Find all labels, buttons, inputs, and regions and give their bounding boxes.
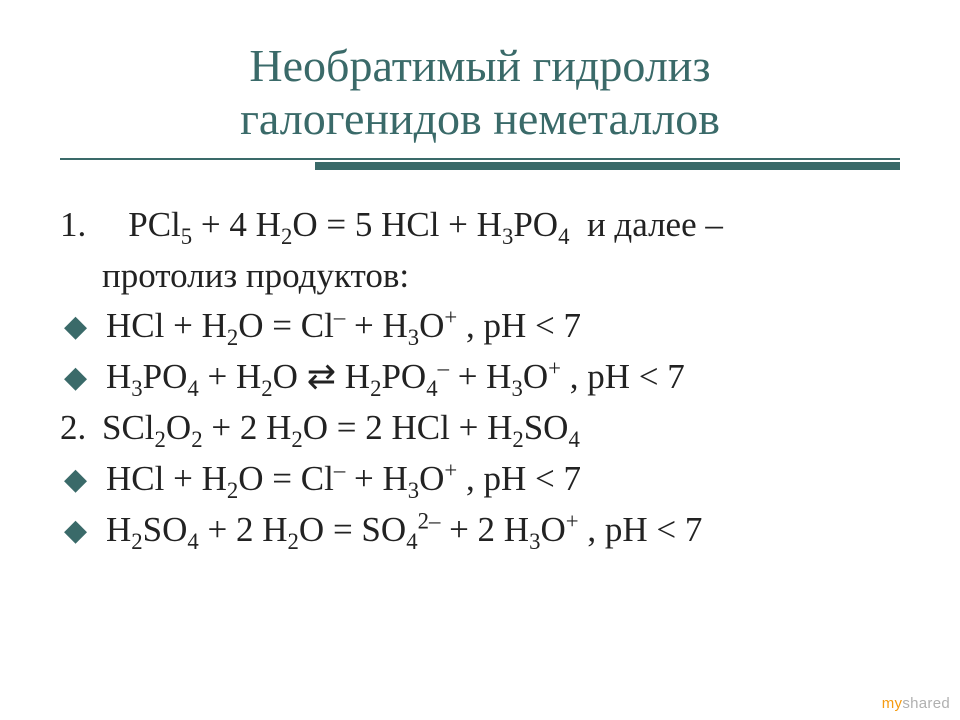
slide-body: 1. PCl5 + 4 H2O = 5 HCl + H3PO4 и далее … <box>60 200 900 556</box>
title-line-2: галогенидов неметаллов <box>60 93 900 146</box>
underline-thin <box>60 158 900 160</box>
list-content: PCl5 + 4 H2O = 5 HCl + H3PO4 и далее – <box>102 200 900 251</box>
list-marker: 1. <box>60 200 102 251</box>
list-content: SCl2O2 + 2 H2O = 2 HCl + H2SO4 <box>102 403 900 454</box>
slide-title: Необратимый гидролиз галогенидов неметал… <box>60 40 900 146</box>
bullet-icon: ◆ <box>60 505 106 556</box>
slide: Необратимый гидролиз галогенидов неметал… <box>0 0 960 720</box>
bullet-icon: ◆ <box>60 301 106 352</box>
list-item-bullet: ◆H3PO4 + H2O ⇄ H2PO4– + H3O+ , pH < 7 <box>60 352 900 403</box>
title-line-1: Необратимый гидролиз <box>60 40 900 93</box>
list-content: протолиз продуктов: <box>60 251 900 302</box>
list-item-numbered: 1. PCl5 + 4 H2O = 5 HCl + H3PO4 и далее … <box>60 200 900 251</box>
list-content: HCl + H2O = Cl– + H3O+ , pH < 7 <box>106 454 900 505</box>
watermark-part2: shared <box>902 695 950 712</box>
list-item-numbered: 2.SCl2O2 + 2 H2O = 2 HCl + H2SO4 <box>60 403 900 454</box>
list-marker: 2. <box>60 403 102 454</box>
watermark: myshared <box>882 695 950 712</box>
list-content: H3PO4 + H2O ⇄ H2PO4– + H3O+ , pH < 7 <box>106 352 900 403</box>
list-item-bullet: ◆HCl + H2O = Cl– + H3O+ , pH < 7 <box>60 301 900 352</box>
watermark-part1: my <box>882 695 903 712</box>
list-content: H2SO4 + 2 H2O = SO42– + 2 H3O+ , pH < 7 <box>106 505 900 556</box>
list-item-bullet: ◆HCl + H2O = Cl– + H3O+ , pH < 7 <box>60 454 900 505</box>
bullet-icon: ◆ <box>60 352 106 403</box>
list-content: HCl + H2O = Cl– + H3O+ , pH < 7 <box>106 301 900 352</box>
list-item-bullet: ◆H2SO4 + 2 H2O = SO42– + 2 H3O+ , pH < 7 <box>60 505 900 556</box>
underline-thick <box>315 162 900 170</box>
title-underline <box>60 158 900 172</box>
list-item-continuation: протолиз продуктов: <box>60 251 900 302</box>
bullet-icon: ◆ <box>60 454 106 505</box>
